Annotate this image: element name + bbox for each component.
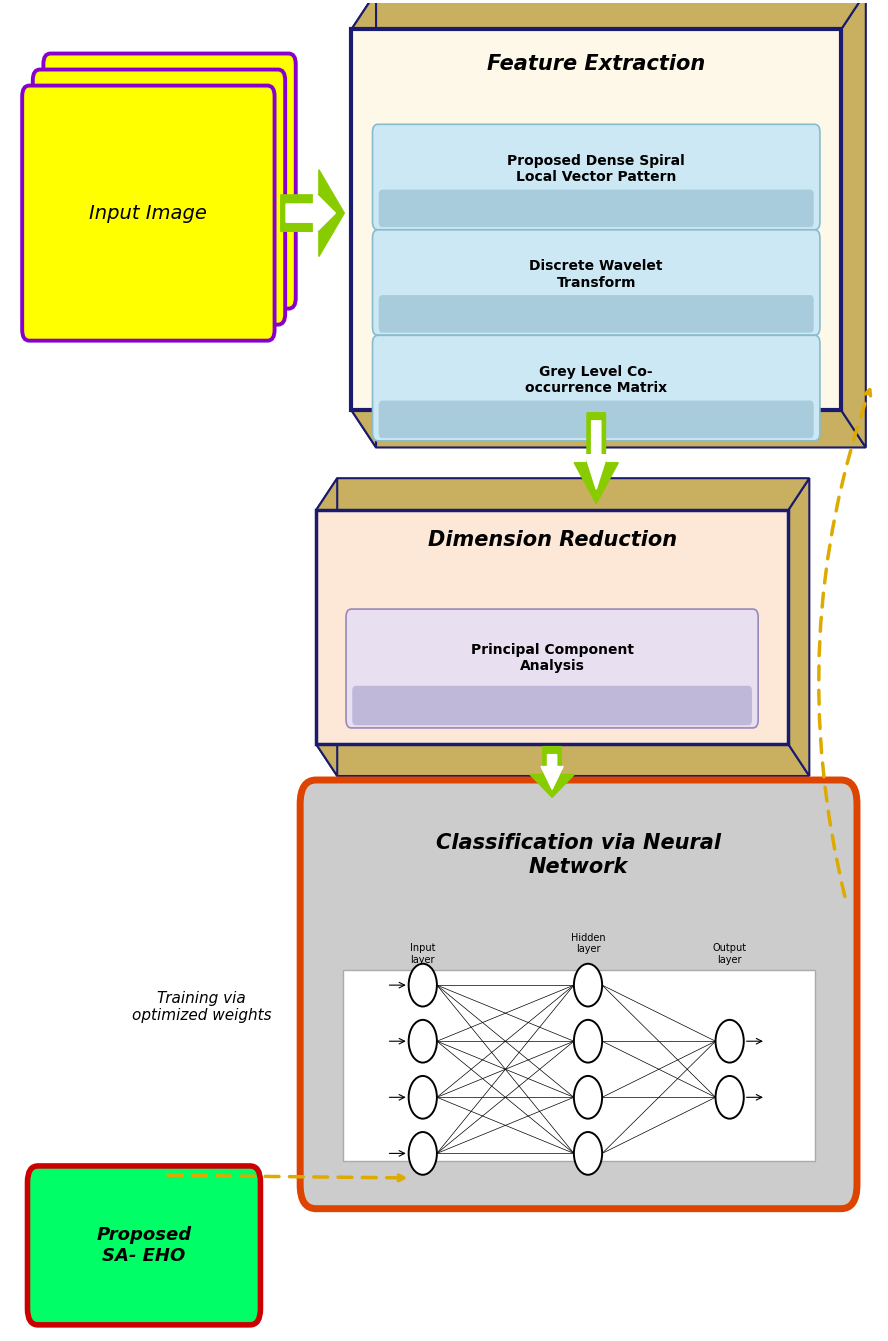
Text: Classification via Neural
Network: Classification via Neural Network [436, 833, 721, 877]
FancyBboxPatch shape [22, 86, 274, 341]
Text: Proposed Dense Spiral
Local Vector Pattern: Proposed Dense Spiral Local Vector Patte… [507, 154, 686, 184]
Circle shape [574, 964, 602, 1007]
Text: Input Image: Input Image [90, 204, 207, 223]
Polygon shape [575, 413, 618, 504]
Text: Proposed
SA- EHO: Proposed SA- EHO [97, 1226, 192, 1265]
Circle shape [716, 1021, 744, 1062]
Polygon shape [316, 479, 809, 510]
Circle shape [408, 1132, 437, 1175]
Polygon shape [530, 747, 575, 798]
FancyBboxPatch shape [33, 70, 285, 325]
Text: Hidden
layer: Hidden layer [571, 933, 606, 955]
Circle shape [574, 1075, 602, 1118]
Polygon shape [286, 192, 336, 235]
FancyBboxPatch shape [378, 189, 813, 227]
Text: Feature Extraction: Feature Extraction [488, 54, 705, 74]
Polygon shape [841, 0, 866, 448]
Text: Input
layer: Input layer [410, 943, 435, 966]
Polygon shape [541, 755, 563, 790]
Circle shape [574, 1132, 602, 1175]
Circle shape [408, 1021, 437, 1062]
Text: Output
layer: Output layer [712, 943, 747, 966]
Polygon shape [281, 170, 345, 256]
FancyBboxPatch shape [352, 30, 841, 410]
Circle shape [574, 1021, 602, 1062]
FancyBboxPatch shape [343, 971, 814, 1160]
FancyBboxPatch shape [378, 401, 813, 439]
Polygon shape [352, 410, 866, 448]
Polygon shape [789, 479, 809, 776]
FancyBboxPatch shape [373, 125, 820, 229]
Polygon shape [316, 744, 809, 776]
Text: Discrete Wavelet
Transform: Discrete Wavelet Transform [529, 259, 663, 290]
Polygon shape [585, 421, 607, 489]
Text: Principal Component
Analysis: Principal Component Analysis [471, 642, 634, 673]
Text: Grey Level Co-
occurrence Matrix: Grey Level Co- occurrence Matrix [525, 365, 667, 396]
FancyBboxPatch shape [353, 685, 752, 725]
FancyBboxPatch shape [378, 295, 813, 333]
Circle shape [408, 1075, 437, 1118]
Polygon shape [316, 479, 337, 776]
FancyBboxPatch shape [373, 335, 820, 441]
Text: Training via
optimized weights: Training via optimized weights [131, 991, 271, 1023]
Circle shape [716, 1075, 744, 1118]
FancyBboxPatch shape [316, 510, 789, 744]
FancyBboxPatch shape [300, 780, 857, 1208]
Circle shape [408, 964, 437, 1007]
FancyBboxPatch shape [346, 609, 758, 728]
Polygon shape [352, 0, 376, 448]
Polygon shape [352, 0, 866, 30]
Text: Dimension Reduction: Dimension Reduction [427, 530, 677, 550]
FancyBboxPatch shape [44, 54, 296, 308]
FancyBboxPatch shape [28, 1165, 260, 1325]
FancyBboxPatch shape [373, 229, 820, 335]
